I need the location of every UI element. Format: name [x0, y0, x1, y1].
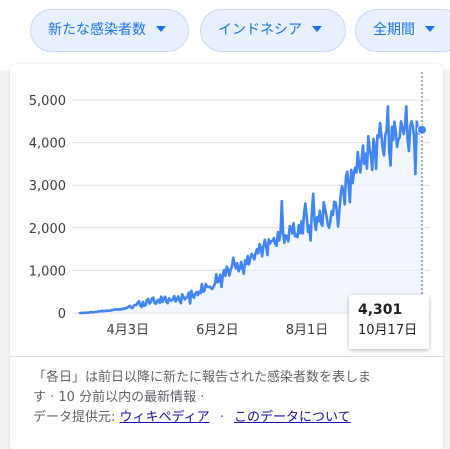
footnote-line-1: 「各日」は前日以降に新たに報告された感染者数を表しま — [33, 370, 372, 385]
y-tick-label: 4,000 — [29, 137, 66, 152]
dropdown-arrow-icon — [425, 26, 435, 32]
tooltip-value: 4,301 — [358, 302, 403, 318]
data-source-row: データ提供元: ウィキペディア · このデータについて — [33, 408, 445, 428]
region-filter-chip[interactable]: インドネシア — [200, 9, 346, 52]
y-tick-label: 0 — [58, 307, 66, 322]
metric-filter-chip[interactable]: 新たな感染者数 — [30, 9, 189, 52]
footer-divider — [10, 356, 443, 357]
region-filter-label: インドネシア — [218, 22, 302, 38]
dropdown-arrow-icon — [312, 26, 322, 32]
wikipedia-link[interactable]: ウィキペディア — [119, 410, 210, 425]
y-tick-label: 5,000 — [29, 94, 66, 109]
chart-card: 01,0002,0003,0004,0005,0004月3日6月2日8月1日9月… — [10, 64, 443, 449]
chart-footnote: 「各日」は前日以降に新たに報告された感染者数を表しま す · 10 分前以内の最… — [33, 368, 445, 428]
separator-dot: · — [219, 410, 224, 425]
x-tick-label: 6月2日 — [196, 323, 239, 338]
tooltip-date: 10月17日 — [358, 323, 418, 338]
y-tick-label: 3,000 — [29, 179, 66, 194]
series-area — [80, 106, 422, 314]
hover-data-point — [417, 124, 427, 135]
series-line — [78, 105, 424, 315]
x-tick-label: 4月3日 — [107, 323, 150, 338]
about-data-link[interactable]: このデータについて — [234, 410, 351, 425]
period-filter-chip[interactable]: 全期間 — [355, 9, 450, 52]
chart-tooltip: 4,301 10月17日 — [349, 295, 429, 349]
x-tick-label: 8月1日 — [286, 323, 329, 338]
period-filter-label: 全期間 — [373, 22, 415, 38]
y-tick-label: 2,000 — [29, 222, 66, 237]
y-tick-label: 1,000 — [29, 264, 66, 279]
filter-bar: 新たな感染者数 インドネシア 全期間 — [0, 0, 450, 70]
metric-filter-label: 新たな感染者数 — [48, 22, 146, 38]
data-source-label: データ提供元: — [33, 410, 116, 425]
dropdown-arrow-icon — [156, 26, 166, 32]
footnote-line-2: す · 10 分前以内の最新情報 · — [33, 390, 205, 405]
